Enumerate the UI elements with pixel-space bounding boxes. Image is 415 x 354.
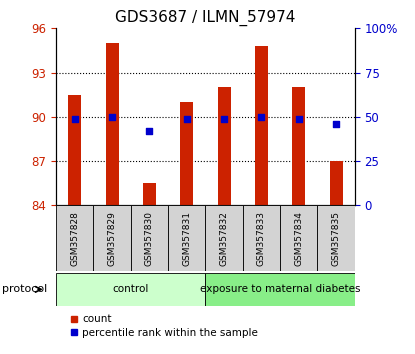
Bar	[217, 87, 231, 205]
Bar	[131, 205, 168, 271]
Text: GSM357832: GSM357832	[220, 211, 229, 266]
Point	[333, 121, 339, 127]
Text: GSM357828: GSM357828	[70, 211, 79, 266]
Bar	[143, 183, 156, 205]
Text: GSM357833: GSM357833	[257, 211, 266, 266]
Point	[295, 116, 302, 121]
Text: GSM357835: GSM357835	[332, 211, 341, 266]
Point	[71, 116, 78, 121]
Text: protocol: protocol	[2, 284, 47, 295]
Bar	[317, 205, 355, 271]
Bar	[105, 43, 119, 205]
Bar	[255, 46, 268, 205]
Bar	[205, 205, 243, 271]
Point	[221, 116, 227, 121]
Legend: count, percentile rank within the sample: count, percentile rank within the sample	[66, 310, 262, 342]
Bar	[243, 205, 280, 271]
Bar	[280, 205, 317, 271]
Point	[183, 116, 190, 121]
Point	[258, 114, 265, 120]
Text: exposure to maternal diabetes: exposure to maternal diabetes	[200, 284, 360, 295]
Title: GDS3687 / ILMN_57974: GDS3687 / ILMN_57974	[115, 9, 295, 25]
Bar	[68, 95, 81, 205]
Bar	[180, 102, 193, 205]
Text: GSM357829: GSM357829	[107, 211, 117, 266]
Point	[109, 114, 115, 120]
Text: control: control	[112, 284, 149, 295]
Bar	[56, 205, 93, 271]
Text: GSM357830: GSM357830	[145, 211, 154, 266]
Text: GSM357834: GSM357834	[294, 211, 303, 266]
Bar	[292, 87, 305, 205]
Text: GSM357831: GSM357831	[182, 211, 191, 266]
Bar	[330, 161, 343, 205]
Point	[146, 128, 153, 134]
Bar	[205, 273, 355, 306]
Bar	[168, 205, 205, 271]
Bar	[93, 205, 131, 271]
Bar	[56, 273, 205, 306]
